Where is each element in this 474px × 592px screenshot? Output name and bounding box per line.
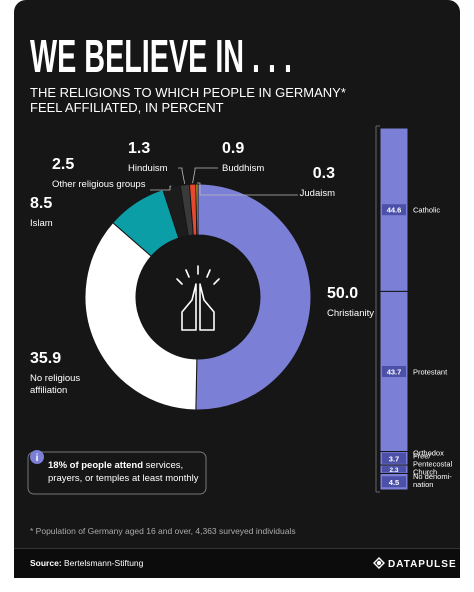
donut-hole bbox=[137, 236, 259, 358]
value-label: 8.5 bbox=[30, 195, 52, 212]
category-label: Christianity bbox=[327, 308, 374, 319]
value-label: 35.9 bbox=[30, 350, 61, 367]
leader-line bbox=[196, 182, 298, 196]
value-label: 2.3 bbox=[390, 467, 399, 474]
donut-slice bbox=[84, 222, 198, 411]
category-label: Protestant bbox=[413, 367, 448, 376]
info-icon-text: i bbox=[36, 453, 39, 464]
footer-bar bbox=[14, 548, 460, 578]
category-label: No denomi-nation bbox=[413, 472, 452, 489]
logo: DATAPULSE bbox=[388, 559, 457, 570]
value-label: 1.3 bbox=[128, 140, 150, 157]
leader-line bbox=[192, 167, 218, 184]
category-label: Buddhism bbox=[222, 163, 264, 174]
value-label: 43.7 bbox=[387, 367, 402, 376]
info-text: 18% of people attend services, prayers, … bbox=[48, 459, 200, 485]
value-box bbox=[382, 204, 406, 216]
info-bold: 18% of people attend bbox=[48, 460, 144, 471]
category-label: Islam bbox=[30, 218, 53, 229]
donut-slice bbox=[195, 183, 199, 236]
value-box bbox=[382, 466, 406, 473]
chart-subtitle: THE RELIGIONS TO WHICH PEOPLE IN GERMANY… bbox=[30, 85, 346, 115]
value-box bbox=[382, 452, 406, 464]
value-label: 44.6 bbox=[387, 206, 402, 215]
value-label: 0.3 bbox=[313, 165, 335, 182]
value-label: 2.5 bbox=[52, 156, 74, 173]
footnote: * Population of Germany aged 16 and over… bbox=[30, 526, 296, 536]
value-label: 0.9 bbox=[222, 140, 244, 157]
category-label: Other religious groups bbox=[52, 179, 146, 190]
category-label: Orthodox bbox=[413, 448, 444, 457]
category-label: Hinduism bbox=[128, 163, 168, 174]
value-box bbox=[382, 476, 406, 488]
info-box bbox=[27, 451, 207, 495]
value-label: 50.0 bbox=[327, 285, 358, 302]
info-icon bbox=[30, 450, 44, 464]
leader-line bbox=[150, 185, 172, 191]
category-label: No religious affiliation bbox=[30, 373, 80, 396]
logo-mark bbox=[373, 557, 385, 569]
donut-slice bbox=[195, 183, 312, 411]
praying-icon bbox=[176, 265, 220, 331]
value-label: 4.5 bbox=[389, 478, 399, 487]
leader-line bbox=[178, 167, 186, 184]
footer-rule bbox=[14, 548, 460, 549]
source-label: Source: bbox=[30, 558, 62, 568]
value-box bbox=[382, 365, 406, 377]
value-label: 3.7 bbox=[389, 454, 399, 463]
category-label: Catholic bbox=[413, 206, 440, 215]
category-label: Judaism bbox=[300, 188, 335, 199]
chart-title: WE BELIEVE IN . . . bbox=[30, 30, 292, 82]
info-rest: services, prayers, or temples at least m… bbox=[48, 460, 199, 484]
category-label: Free/Pentecostal Church bbox=[413, 451, 453, 476]
source: Bertelsmann-Stiftung bbox=[64, 558, 144, 568]
